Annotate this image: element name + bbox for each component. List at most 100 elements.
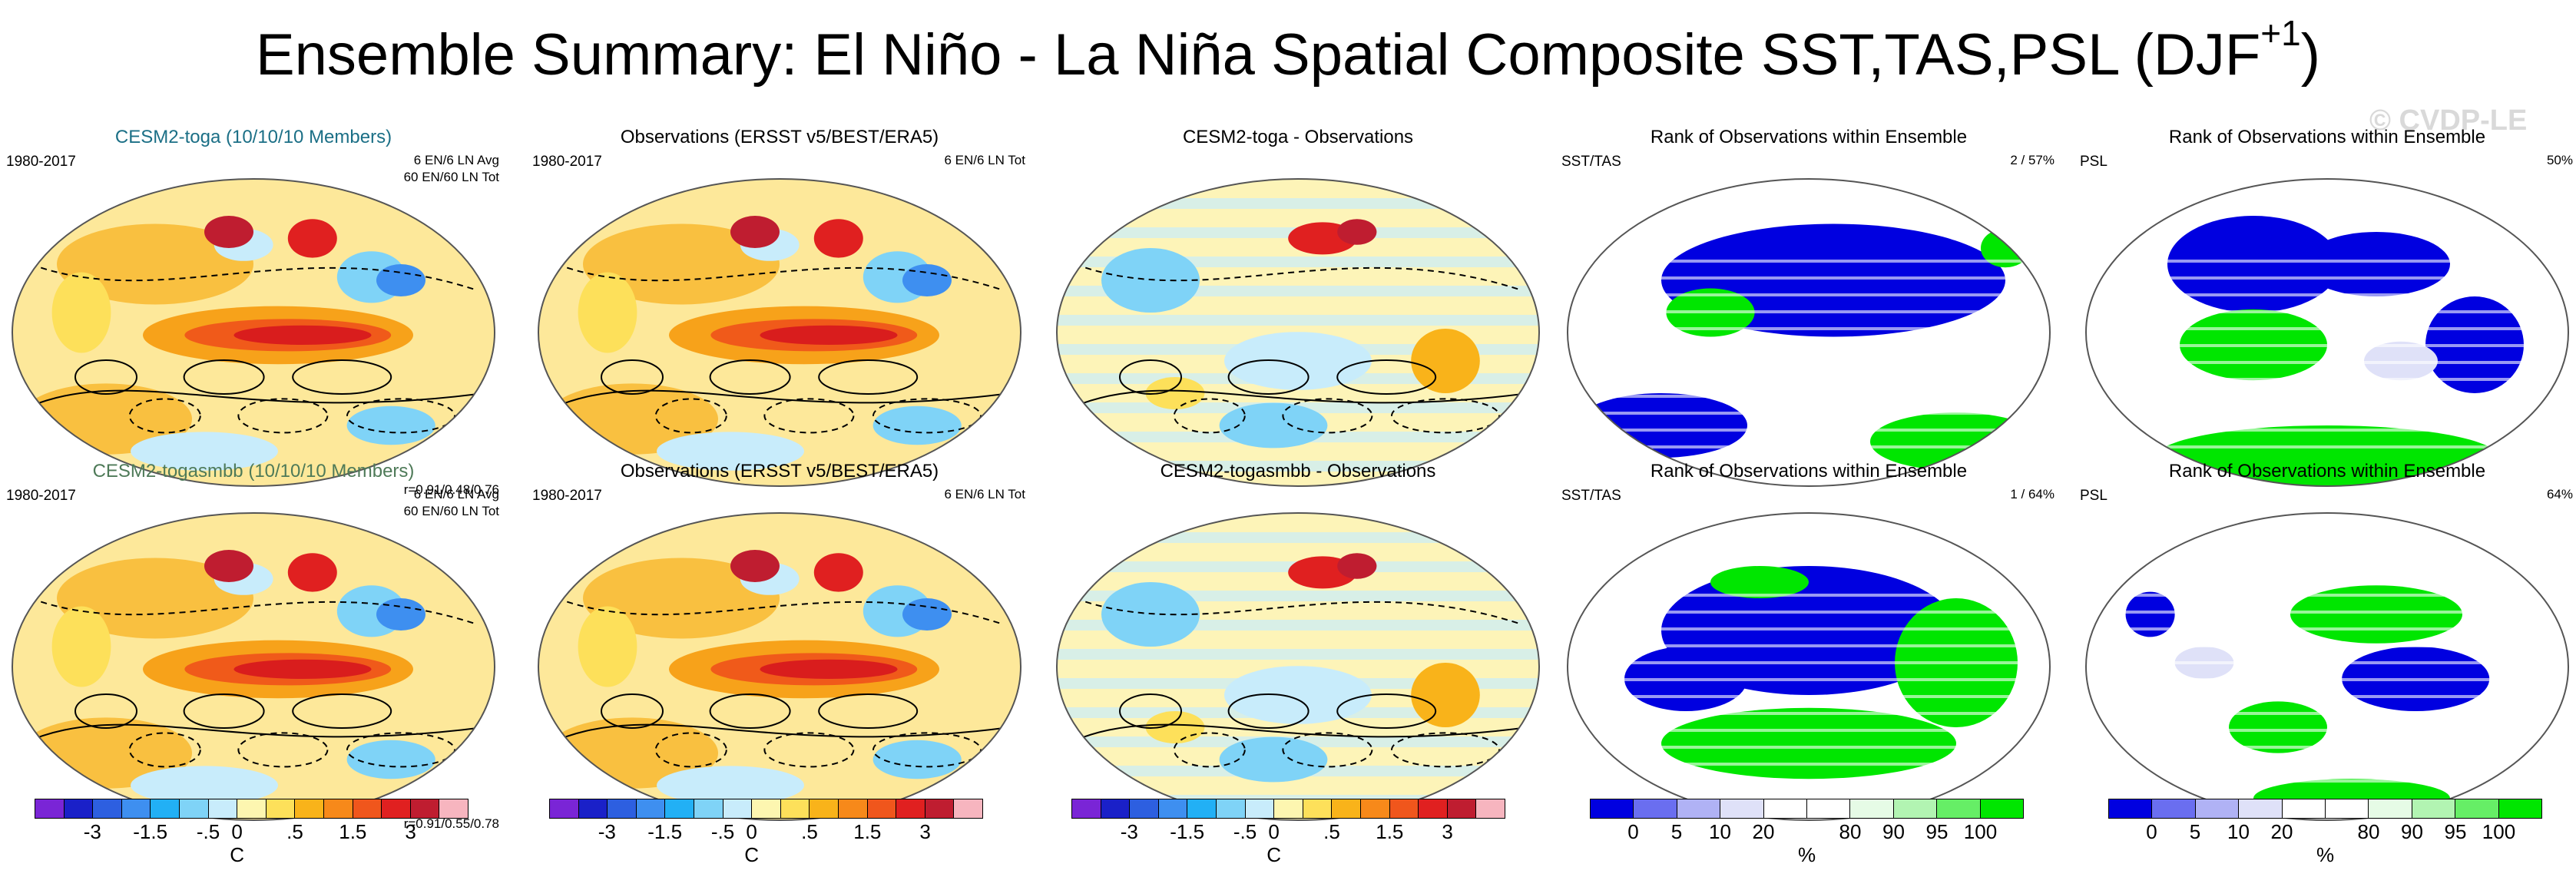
cool-region <box>872 740 962 779</box>
cool-region <box>1224 332 1372 390</box>
colorbar-4: 0 5 10 20 80 90 95 100% <box>1590 799 2025 875</box>
colorbar-box <box>693 799 723 819</box>
warm-region <box>1411 663 1480 727</box>
colorbar-box <box>1676 799 1720 819</box>
global-map <box>1567 512 2051 821</box>
colorbar-box <box>2194 799 2239 819</box>
high-rank-region <box>2229 701 2327 753</box>
colorbar-box <box>237 799 266 819</box>
colorbar-3: -3 -1.5 -.5 0 .5 1.5 3 C <box>1071 799 1505 875</box>
colorbar-box <box>409 799 439 819</box>
colorbar-box <box>1129 799 1158 819</box>
colorbar-unit: % <box>2316 843 2335 866</box>
panel-right-label: 50% <box>2546 153 2573 167</box>
colorbar-tick-label: -1.5 <box>1170 820 1205 843</box>
colorbar-tick-label: 10 <box>1709 820 1731 843</box>
colorbar-box <box>1302 799 1332 819</box>
colorbar-box <box>63 799 93 819</box>
colorbar-box <box>1806 799 1850 819</box>
warm-region <box>1411 329 1480 393</box>
colorbar-tick-label: 0 <box>1268 820 1280 843</box>
colorbar-tick-label: 0 <box>2146 820 2157 843</box>
colorbar-tick-label: 3 <box>405 820 416 843</box>
colorbar-tick-label: 80 <box>2357 820 2380 843</box>
panel-right-label: 6 EN/6 LN Tot <box>944 487 1025 501</box>
panel-left-label: PSL <box>2080 154 2107 170</box>
global-map <box>12 512 495 821</box>
map-panel-r1c3: CESM2-toga - Observations <box>1052 127 1544 491</box>
colorbar-box <box>1157 799 1187 819</box>
colorbar-box <box>1763 799 1807 819</box>
colorbar-box <box>178 799 208 819</box>
colorbar-box <box>751 799 780 819</box>
colorbar-tick-label: -3 <box>598 820 616 843</box>
hot-spot <box>287 219 337 258</box>
panel-right-label: 2 / 57% <box>2010 153 2055 167</box>
colorbar-tick-label: 1.5 <box>1376 820 1404 843</box>
map-outline <box>12 512 495 821</box>
enso-core <box>233 659 372 679</box>
high-rank-region <box>1661 707 1956 779</box>
colorbar-tick-label: -3 <box>83 820 101 843</box>
warm-region <box>1145 377 1205 409</box>
colorbar-box <box>664 799 694 819</box>
panel-title: Observations (ERSST v5/BEST/ERA5) <box>620 127 939 147</box>
global-map <box>538 178 1021 487</box>
cool-region <box>872 405 962 445</box>
map-panel-r1c1: CESM2-toga (10/10/10 Members) 1980-2017 6 … <box>6 127 499 497</box>
colorbar-box <box>2151 799 2195 819</box>
panel-left-label: 1980-2017 <box>532 488 602 504</box>
colorbar-tick-label: 1.5 <box>853 820 882 843</box>
cool-region <box>376 598 425 630</box>
colorbar-box <box>381 799 410 819</box>
colorbar-box <box>1331 799 1360 819</box>
cool-region <box>376 264 425 296</box>
panel-left-label: SST/TAS <box>1561 154 1621 170</box>
colorbar-box <box>1590 799 1634 819</box>
colorbar-box <box>780 799 810 819</box>
warm-region <box>578 606 637 687</box>
cool-region <box>131 432 278 471</box>
colorbar-box <box>1475 799 1505 819</box>
panel-right-label: 6 EN/6 LN Avg 60 EN/60 LN Tot <box>403 153 499 184</box>
global-map <box>1567 178 2051 487</box>
colorbar-box <box>1389 799 1419 819</box>
map-outline <box>12 178 495 487</box>
colorbar-tick-label: 1.5 <box>339 820 367 843</box>
low-rank-region <box>2167 216 2339 313</box>
panel-title: CESM2-togasmbb - Observations <box>1160 461 1436 482</box>
colorbar-box <box>607 799 636 819</box>
colorbar-box <box>896 799 925 819</box>
global-map <box>2085 512 2569 821</box>
colorbar-tick-label: 100 <box>1963 820 1998 843</box>
colorbar-tick-label: -3 <box>1120 820 1138 843</box>
colorbar-tick-label: 90 <box>2401 820 2423 843</box>
enso-core <box>760 325 898 345</box>
neutral-region <box>1725 383 1873 416</box>
panel-right-label: 6 EN/6 LN Tot <box>944 153 1025 167</box>
global-map <box>1056 178 1540 487</box>
page-title: Ensemble Summary: El Niño - La Niña Spat… <box>255 13 2321 88</box>
map-outline <box>2085 178 2569 487</box>
warm-region <box>57 558 253 639</box>
colorbar-tick-label: 3 <box>919 820 931 843</box>
colorbar-box <box>2498 799 2543 819</box>
panel-title: CESM2-toga - Observations <box>1182 127 1414 147</box>
colorbar-box <box>1446 799 1476 819</box>
colorbar-tick-label: 80 <box>1839 820 1862 843</box>
map-outline <box>1056 178 1540 487</box>
map-panel-r1c2: Observations (ERSST v5/BEST/ERA5) 1980-20… <box>532 127 1025 491</box>
hot-spot <box>1337 219 1377 245</box>
colorbar-box <box>1359 799 1389 819</box>
map-panel-r1c4: Rank of Observations within Ensemble SST/… <box>1561 127 2055 491</box>
warm-region <box>578 272 637 353</box>
colorbar-box <box>635 799 665 819</box>
colorbar-box <box>2368 799 2412 819</box>
panel-title: CESM2-toga (10/10/10 Members) <box>114 127 392 147</box>
map-panel-r2c1: CESM2-togasmbb (10/10/10 Members) 1980-20… <box>6 461 499 831</box>
hot-spot <box>730 550 780 582</box>
colorbar-box <box>150 799 179 819</box>
hot-spot <box>813 553 863 592</box>
panel-title: Observations (ERSST v5/BEST/ERA5) <box>620 461 939 482</box>
colorbar-box <box>1071 799 1101 819</box>
